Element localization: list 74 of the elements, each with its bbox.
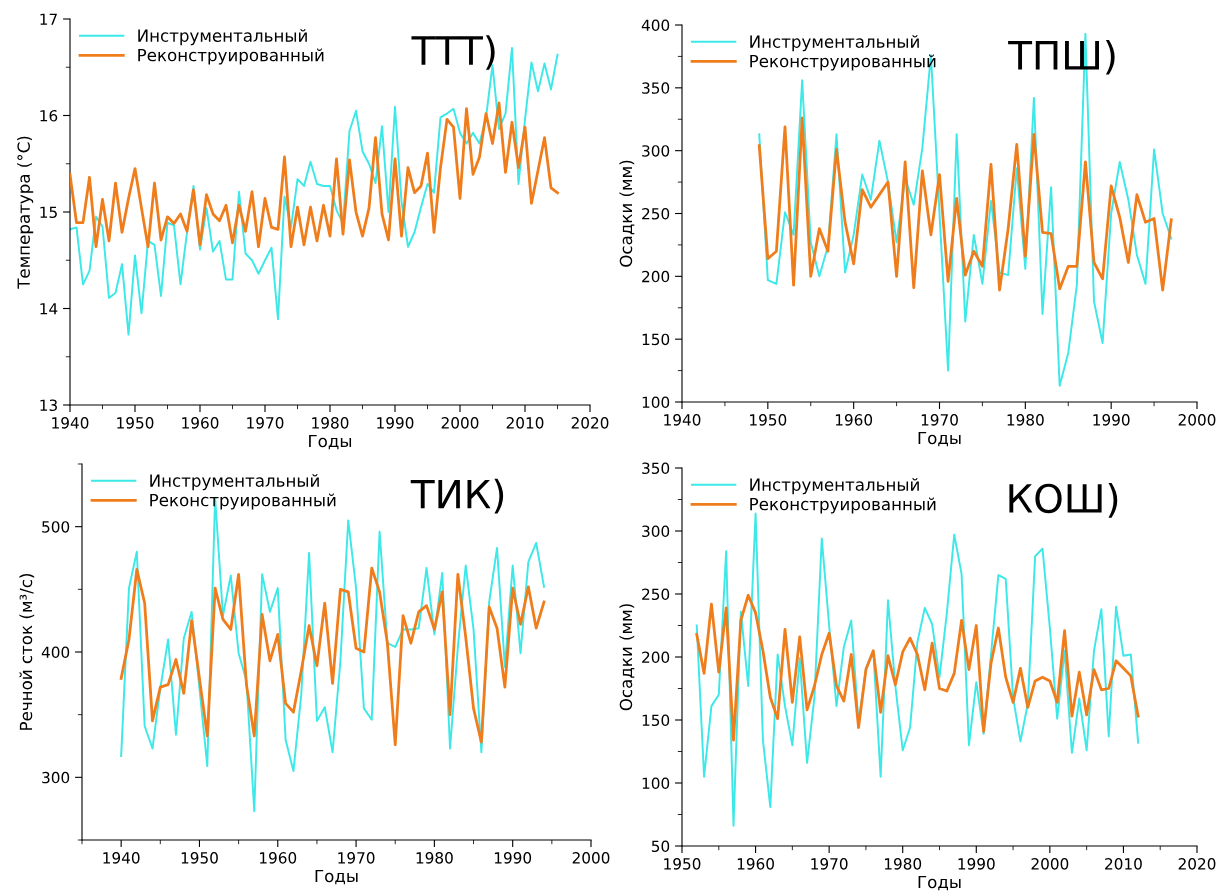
x-axis-title: Годы <box>918 431 961 447</box>
y-tick-label: 400 <box>41 646 70 659</box>
x-axis-title: Годы <box>315 869 358 885</box>
x-tick-label: 1960 <box>260 852 297 864</box>
x-tick-label: 1980 <box>416 852 453 864</box>
x-tick-label: 2000 <box>1178 414 1216 426</box>
y-tick-label: 300 <box>642 525 670 538</box>
legend-label: Инструментальный <box>150 474 319 491</box>
x-tick-label: 1950 <box>181 852 218 864</box>
chart-title: КОШ) <box>1009 483 1118 518</box>
line-series <box>695 593 1140 742</box>
x-tick-label: 1970 <box>247 417 284 429</box>
x-tick-label: 1990 <box>958 858 995 870</box>
y-tick-label: 14 <box>40 303 58 315</box>
y-tick-label: 100 <box>642 396 670 409</box>
x-tick-label: 2000 <box>441 417 479 429</box>
x-tick-label: 1960 <box>182 417 219 429</box>
x-tick-label: 1940 <box>52 417 89 429</box>
x-tick-label: 1960 <box>737 858 774 870</box>
x-tick-label: 1970 <box>338 852 375 864</box>
x-tick-label: 1940 <box>103 852 140 864</box>
y-tick-label: 300 <box>42 771 70 784</box>
x-tick-label: 2020 <box>571 417 609 429</box>
y-tick-label: 16 <box>40 109 58 122</box>
x-tick-label: 2000 <box>572 852 610 864</box>
y-tick-label: 15 <box>40 206 57 219</box>
x-tick-label: 1990 <box>494 852 532 864</box>
y-tick-label: 100 <box>642 777 670 790</box>
y-tick-label: 50 <box>651 840 670 853</box>
line-series <box>70 101 559 249</box>
x-axis-title: Годы <box>918 875 961 891</box>
legend-label: Инструментальный <box>138 29 307 46</box>
x-tick-label: 1980 <box>312 417 349 429</box>
y-tick-label: 150 <box>642 714 670 727</box>
y-axis-title: Температура (°C) <box>17 136 34 289</box>
x-tick-label: 1970 <box>811 858 848 870</box>
y-axis-title: Осадки (мм) <box>619 604 635 711</box>
x-tick-label: 1980 <box>1007 414 1044 426</box>
x-tick-label: 1950 <box>117 417 154 429</box>
y-tick-label: 150 <box>642 333 670 346</box>
y-tick-label: 500 <box>42 521 70 533</box>
y-tick-label: 13 <box>40 399 57 412</box>
x-tick-label: 1940 <box>664 414 701 426</box>
legend-label: Инструментальный <box>750 478 919 495</box>
x-tick-label: 1980 <box>884 858 922 870</box>
y-tick-label: 250 <box>642 207 670 220</box>
x-tick-label: 1990 <box>377 417 414 429</box>
y-axis-title: Осадки (мм) <box>619 160 635 267</box>
x-tick-label: 1990 <box>1093 414 1130 426</box>
x-tick-label: 1950 <box>750 414 787 426</box>
y-tick-label: 200 <box>642 270 670 283</box>
y-tick-label: 350 <box>642 82 670 94</box>
line-series <box>119 566 546 747</box>
x-tick-label: 2010 <box>506 417 544 429</box>
chart-title: ТТТ) <box>411 35 495 70</box>
line-series <box>757 116 1173 292</box>
y-tick-label: 200 <box>642 651 670 664</box>
x-axis-title: Годы <box>309 434 352 450</box>
y-axis-title: Речной сток (м³/с) <box>19 574 35 730</box>
y-tick-label: 250 <box>642 588 670 601</box>
y-tick-label: 17 <box>40 13 57 25</box>
legend-label: Реконструированный <box>138 48 324 65</box>
y-tick-label: 350 <box>642 462 670 475</box>
x-tick-label: 2000 <box>1031 858 1069 870</box>
y-tick-label: 400 <box>641 19 670 32</box>
x-tick-label: 1970 <box>921 414 958 426</box>
x-tick-label: 1950 <box>664 858 701 870</box>
legend-label: Реконструированный <box>750 497 936 514</box>
x-tick-label: 2020 <box>1178 858 1216 870</box>
chart-title: ТИК) <box>410 478 504 514</box>
x-tick-label: 2010 <box>1105 858 1142 870</box>
x-tick-label: 1960 <box>835 414 873 426</box>
legend-label: Инструментальный <box>750 35 919 52</box>
y-tick-label: 300 <box>642 145 670 157</box>
